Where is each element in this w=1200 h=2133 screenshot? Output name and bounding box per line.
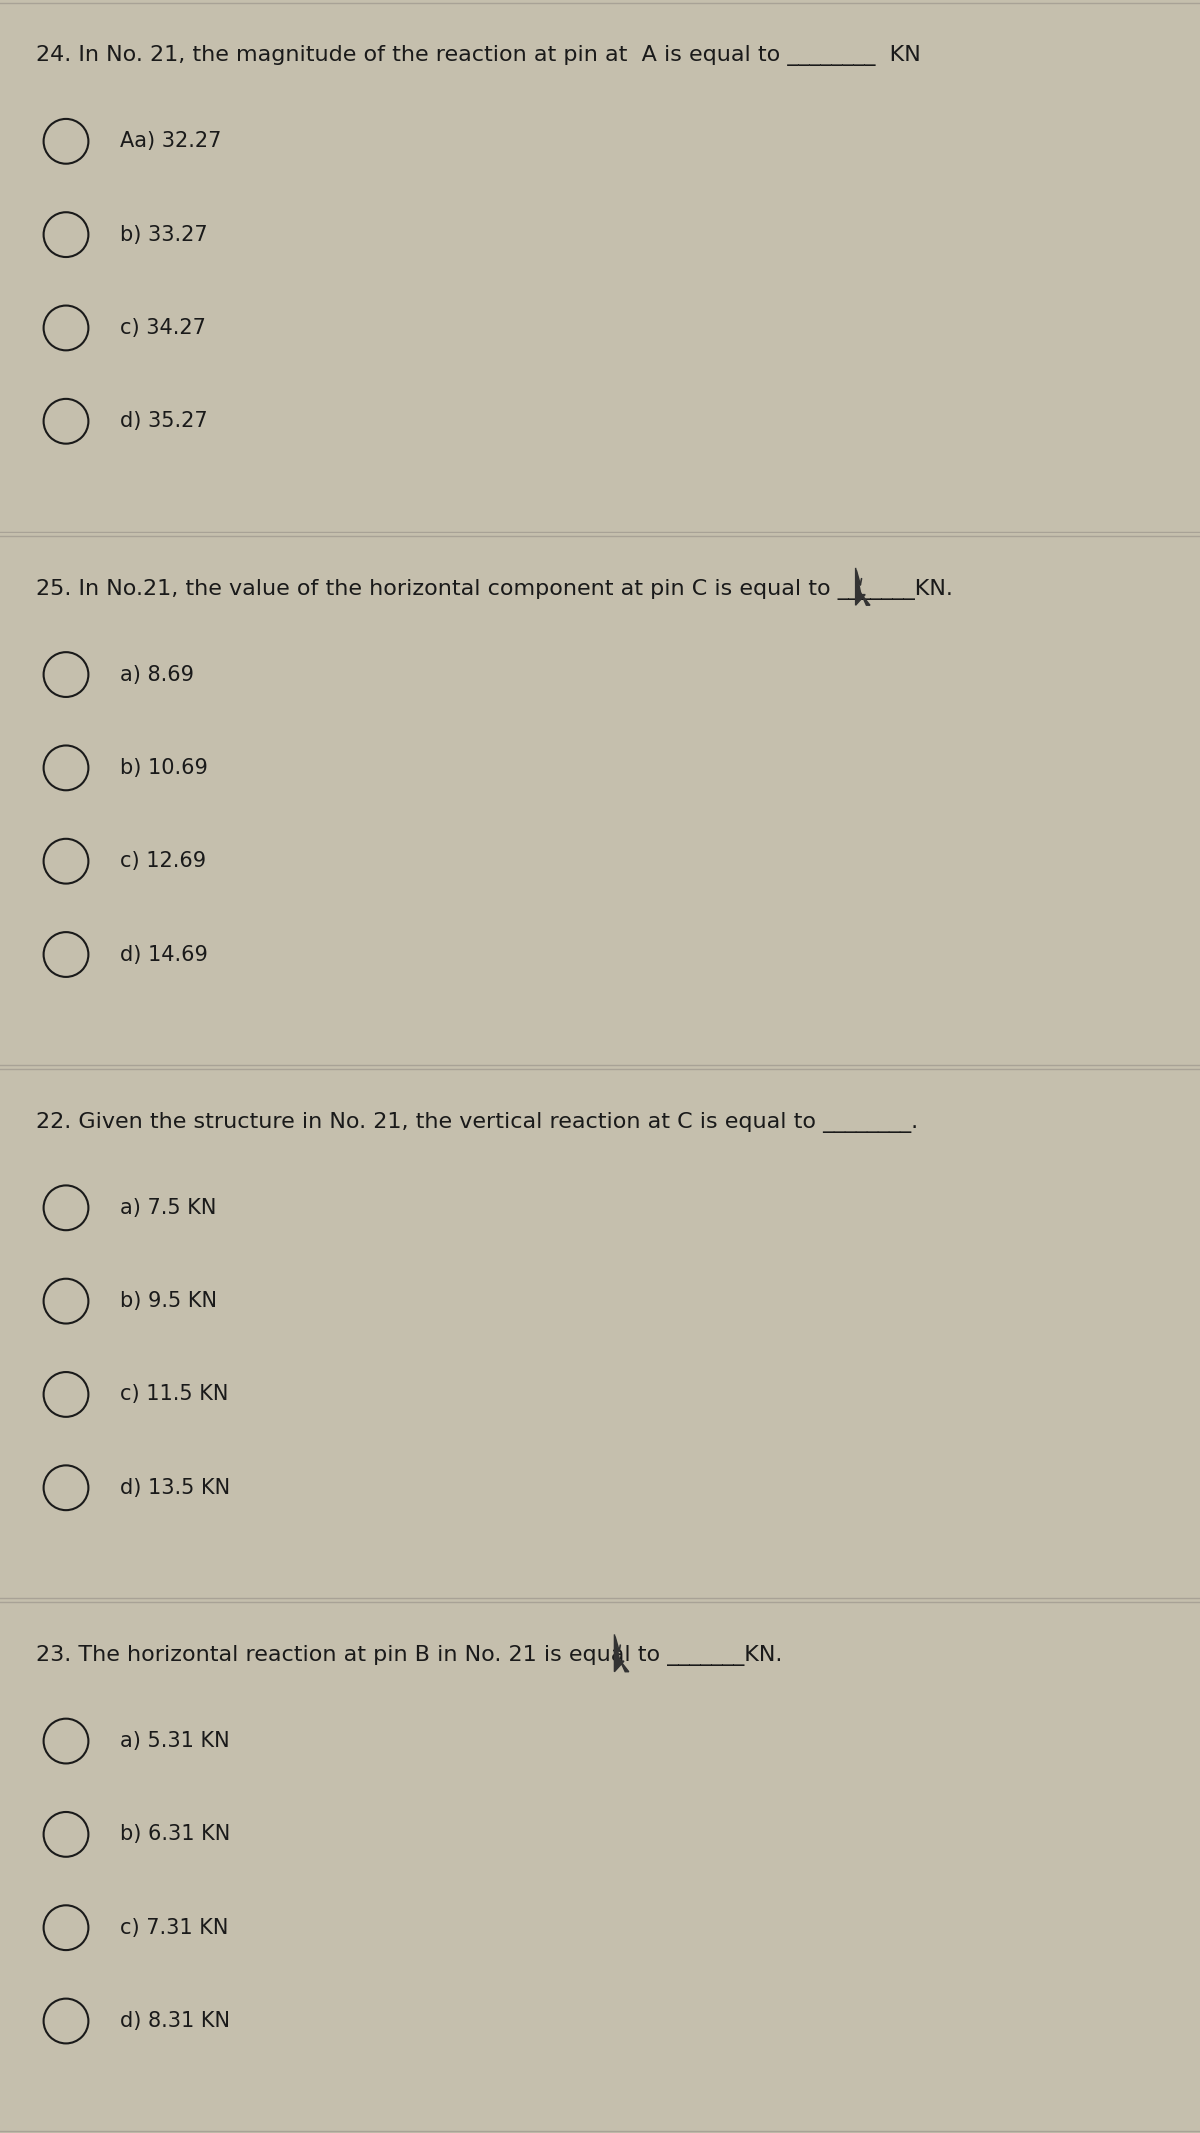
Text: a) 5.31 KN: a) 5.31 KN [120, 1732, 229, 1751]
Text: 22. Given the structure in No. 21, the vertical reaction at C is equal to ______: 22. Given the structure in No. 21, the v… [36, 1111, 918, 1133]
Text: 23. The horizontal reaction at pin B in No. 21 is equal to _______KN.: 23. The horizontal reaction at pin B in … [36, 1645, 782, 1666]
Text: b) 9.5 KN: b) 9.5 KN [120, 1290, 217, 1312]
Text: c) 12.69: c) 12.69 [120, 851, 206, 870]
Text: 25. In No.21, the value of the horizontal component at pin C is equal to _______: 25. In No.21, the value of the horizonta… [36, 578, 953, 599]
Text: a) 8.69: a) 8.69 [120, 665, 194, 685]
Text: d) 14.69: d) 14.69 [120, 945, 208, 964]
Text: c) 7.31 KN: c) 7.31 KN [120, 1918, 228, 1937]
Polygon shape [614, 1634, 629, 1672]
Text: a) 7.5 KN: a) 7.5 KN [120, 1199, 216, 1218]
Text: d) 8.31 KN: d) 8.31 KN [120, 2011, 230, 2031]
Text: b) 10.69: b) 10.69 [120, 757, 208, 779]
Text: b) 33.27: b) 33.27 [120, 224, 208, 245]
Text: d) 13.5 KN: d) 13.5 KN [120, 1478, 230, 1497]
Text: d) 35.27: d) 35.27 [120, 412, 208, 431]
Text: 24. In No. 21, the magnitude of the reaction at pin at  A is equal to ________  : 24. In No. 21, the magnitude of the reac… [36, 45, 920, 66]
Text: c) 11.5 KN: c) 11.5 KN [120, 1384, 228, 1404]
Text: b) 6.31 KN: b) 6.31 KN [120, 1824, 230, 1845]
Polygon shape [856, 567, 870, 606]
Text: c) 34.27: c) 34.27 [120, 318, 206, 337]
Text: Aa) 32.27: Aa) 32.27 [120, 132, 221, 151]
